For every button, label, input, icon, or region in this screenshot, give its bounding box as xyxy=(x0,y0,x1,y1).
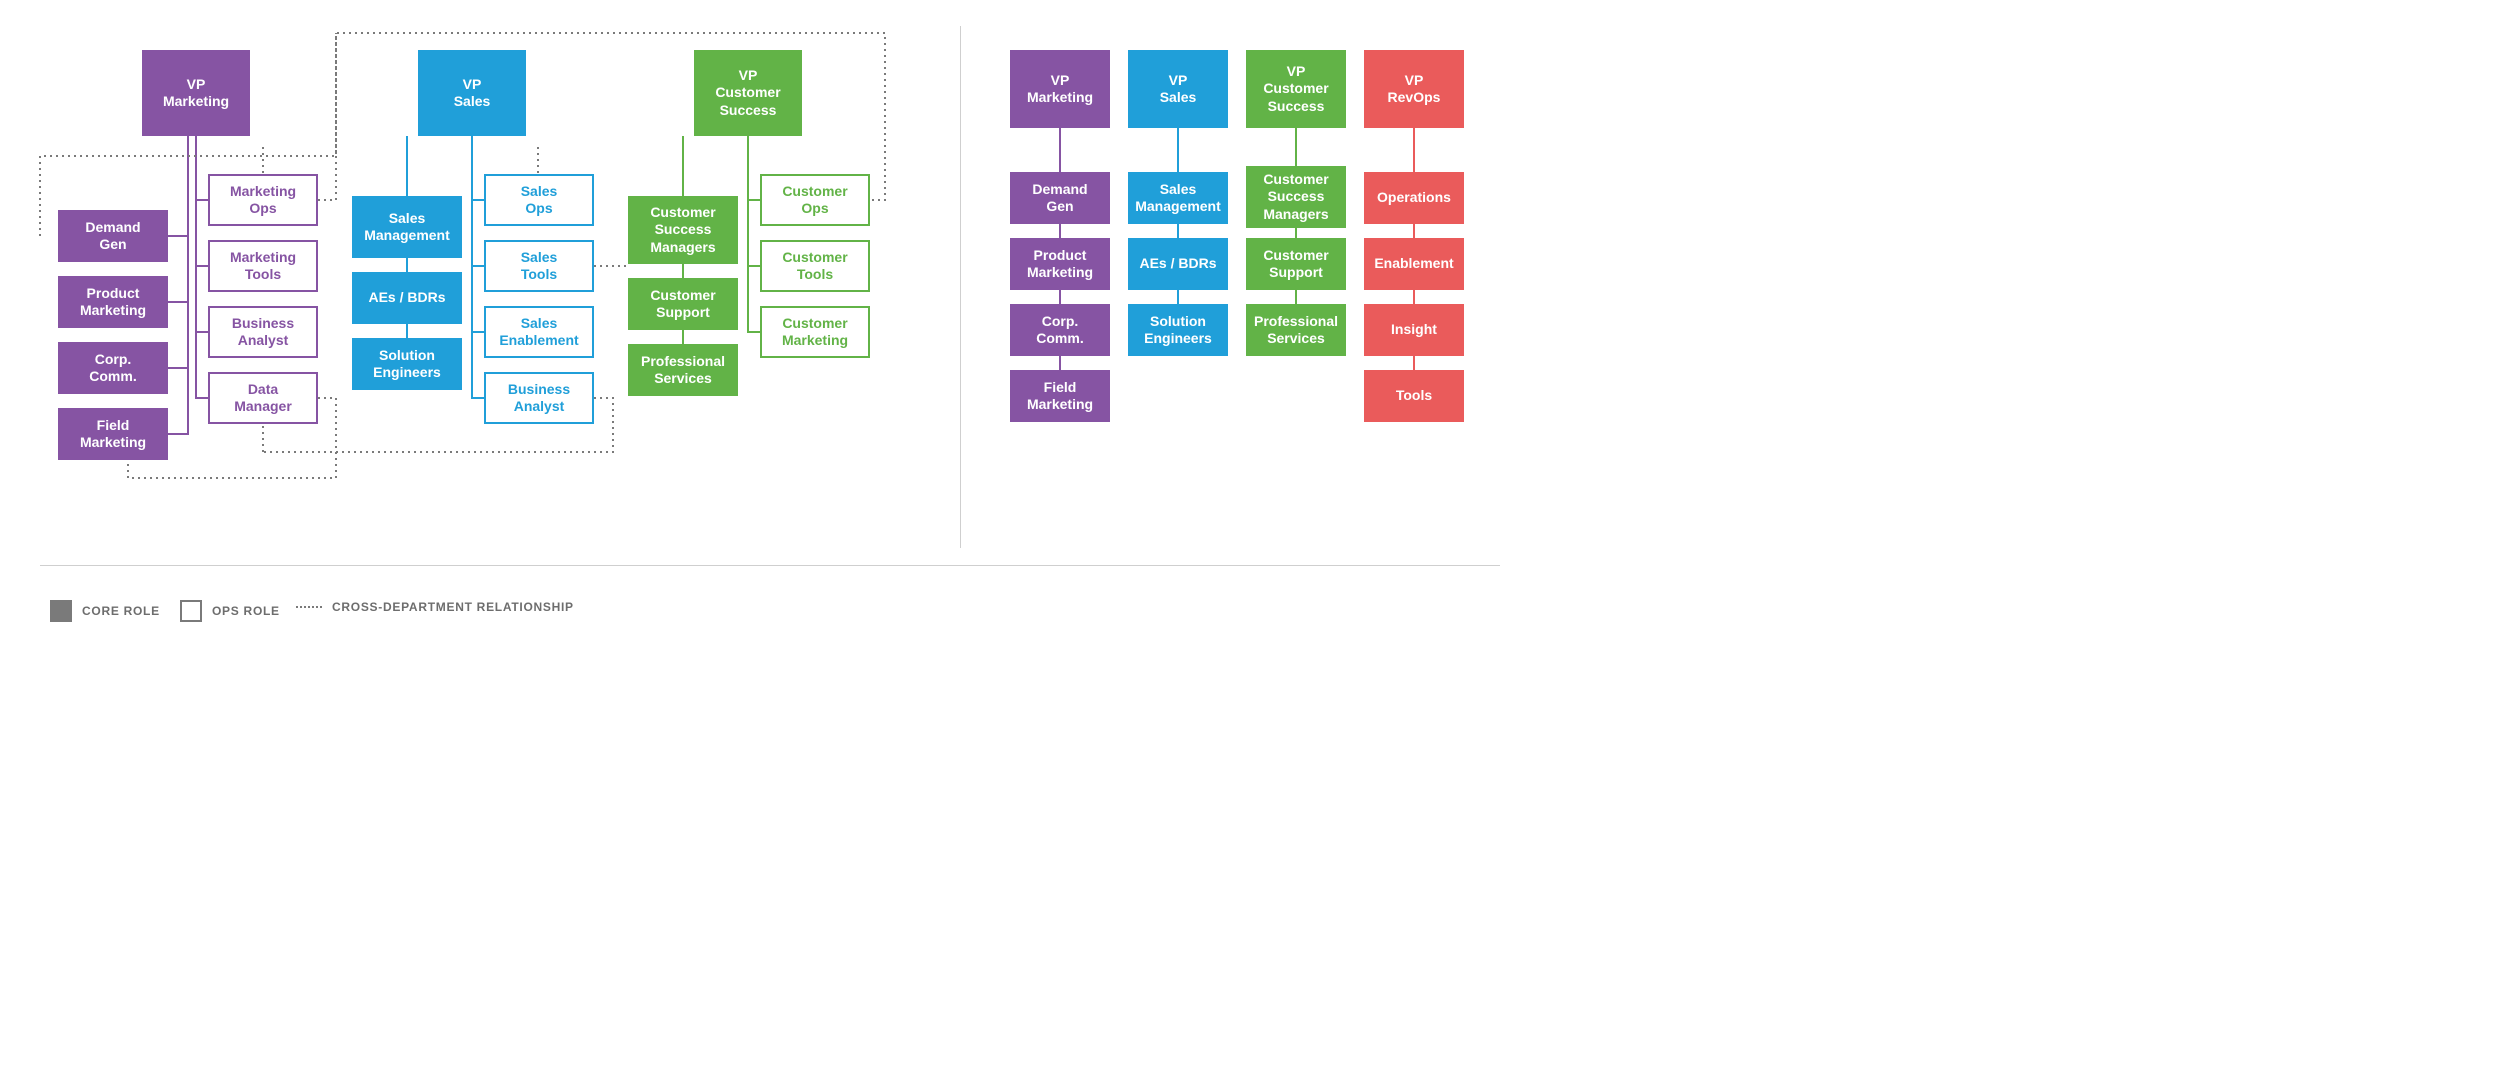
node-r-csm: Customer Success Managers xyxy=(1246,166,1346,228)
node-demand-gen: Demand Gen xyxy=(58,210,168,262)
node-r-enable: Enablement xyxy=(1364,238,1464,290)
node-cust-tools: Customer Tools xyxy=(760,240,870,292)
node-r-prof: Professional Services xyxy=(1246,304,1346,356)
node-csm: Customer Success Managers xyxy=(628,196,738,264)
node-vp-sales: VP Sales xyxy=(418,50,526,136)
node-r-ops: Operations xyxy=(1364,172,1464,224)
node-r-prod-mkt: Product Marketing xyxy=(1010,238,1110,290)
node-r-vp-mkt: VP Marketing xyxy=(1010,50,1110,128)
node-vp-cs: VP Customer Success xyxy=(694,50,802,136)
node-sales-enable: Sales Enablement xyxy=(484,306,594,358)
footer-rule xyxy=(40,565,1500,566)
legend-item-0: CORE ROLE xyxy=(50,600,160,622)
org-chart-diagram: VP Marketing Marketing Ops Marketing Tools… xyxy=(0,0,1536,668)
node-vp-mkt: VP Marketing xyxy=(142,50,250,136)
node-r-corp: Corp. Comm. xyxy=(1010,304,1110,356)
legend-label: CROSS-DEPARTMENT RELATIONSHIP xyxy=(332,600,574,614)
node-r-csup: Customer Support xyxy=(1246,238,1346,290)
node-r-tools: Tools xyxy=(1364,370,1464,422)
node-r-field: Field Marketing xyxy=(1010,370,1110,422)
node-r-insight: Insight xyxy=(1364,304,1464,356)
node-r-sales-mgmt: Sales Management xyxy=(1128,172,1228,224)
node-sales-tools: Sales Tools xyxy=(484,240,594,292)
legend-swatch-outline xyxy=(180,600,202,622)
node-biz-an-p: Business Analyst xyxy=(208,306,318,358)
node-r-sol-eng: Solution Engineers xyxy=(1128,304,1228,356)
node-sol-eng: Solution Engineers xyxy=(352,338,462,390)
node-cust-ops: Customer Ops xyxy=(760,174,870,226)
node-prof-svc: Professional Services xyxy=(628,344,738,396)
node-cust-mkt: Customer Marketing xyxy=(760,306,870,358)
node-prod-mkt: Product Marketing xyxy=(58,276,168,328)
legend-item-2: CROSS-DEPARTMENT RELATIONSHIP xyxy=(296,600,574,614)
node-data-mgr: Data Manager xyxy=(208,372,318,424)
node-aes-bdrs: AEs / BDRs xyxy=(352,272,462,324)
legend-label: CORE ROLE xyxy=(82,604,160,618)
node-biz-an-b: Business Analyst xyxy=(484,372,594,424)
node-corp-comm: Corp. Comm. xyxy=(58,342,168,394)
panel-divider xyxy=(960,26,961,548)
legend-swatch-dotted xyxy=(296,606,322,608)
node-mkt-ops: Marketing Ops xyxy=(208,174,318,226)
node-cust-supp: Customer Support xyxy=(628,278,738,330)
node-r-vp-sales: VP Sales xyxy=(1128,50,1228,128)
node-r-vp-cs: VP Customer Success xyxy=(1246,50,1346,128)
node-sales-mgmt: Sales Management xyxy=(352,196,462,258)
node-field-mkt: Field Marketing xyxy=(58,408,168,460)
legend-label: OPS ROLE xyxy=(212,604,280,618)
node-r-aes: AEs / BDRs xyxy=(1128,238,1228,290)
legend-swatch-solid xyxy=(50,600,72,622)
node-mkt-tools: Marketing Tools xyxy=(208,240,318,292)
node-sales-ops: Sales Ops xyxy=(484,174,594,226)
node-r-vp-rev: VP RevOps xyxy=(1364,50,1464,128)
legend-item-1: OPS ROLE xyxy=(180,600,280,622)
node-r-demand: Demand Gen xyxy=(1010,172,1110,224)
